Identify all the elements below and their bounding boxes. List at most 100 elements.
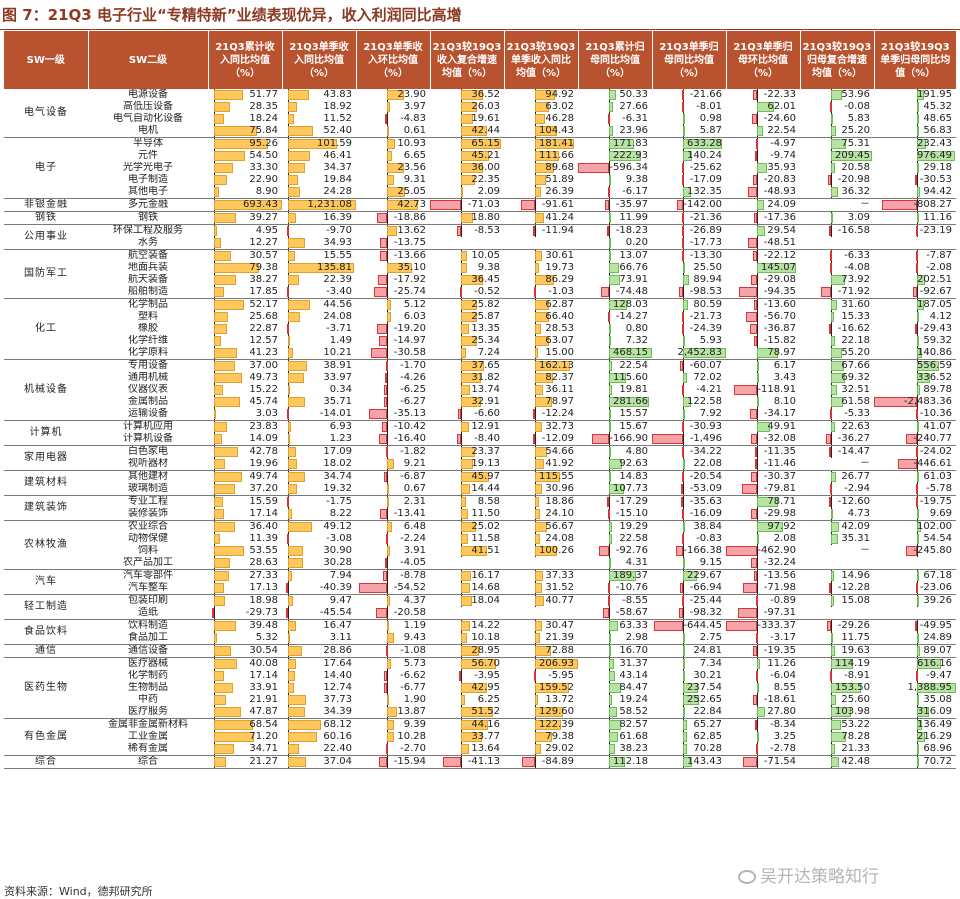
data-bar (457, 434, 462, 444)
value-cell: 21.27 (208, 755, 282, 769)
value-cell: 0.67 (356, 483, 430, 496)
value-text: -18.61 (763, 694, 796, 705)
data-bar (384, 114, 388, 124)
value-cell: 94.42 (874, 186, 956, 199)
data-bar (829, 671, 832, 681)
value-text: 103.98 (835, 706, 870, 717)
table-row: 建筑装饰 专业工程 15.59 -1.75 2.31 8.58 18.86 -17.29 -35… (4, 495, 956, 521)
data-bar (535, 90, 556, 100)
data-bar (287, 596, 293, 606)
value-text: 140.86 (917, 347, 952, 358)
value-text: -118.91 (757, 384, 796, 395)
value-cell: 3.11 (282, 632, 356, 645)
value-text: -16.40 (393, 433, 426, 444)
value-cell: 21.39 (504, 632, 578, 645)
data-bar (461, 459, 473, 469)
data-bar (377, 324, 388, 334)
data-bar (387, 659, 392, 669)
value-text: -166.38 (683, 545, 722, 556)
value-cell: 14.22 (430, 620, 504, 632)
value-cell: 2.75 (652, 632, 726, 645)
value-text: 693.43 (243, 199, 278, 210)
value-cell: 19.32 (282, 483, 356, 496)
value-text: -18.23 (615, 225, 648, 236)
data-bar (682, 238, 685, 248)
data-bar (373, 287, 388, 297)
value-cell: -32.08 (726, 433, 800, 446)
sw2-cell: 环保工程及服务 (113, 225, 183, 236)
data-bar (387, 151, 392, 161)
data-bar (287, 251, 296, 261)
value-text: 33.30 (249, 162, 278, 173)
value-cell: -4.97 (726, 138, 800, 150)
zero-line (683, 545, 685, 557)
value-cell: 24.81 (652, 644, 726, 658)
data-bar (287, 757, 306, 767)
data-bar (212, 608, 215, 618)
data-bar (757, 200, 764, 210)
zero-line (831, 446, 833, 458)
value-cell: 95.26 (208, 138, 282, 150)
data-bar (750, 434, 758, 444)
value-text: 18.86 (545, 496, 574, 507)
data-bar (756, 139, 759, 149)
value-text: -71.03 (467, 199, 500, 210)
value-text: -49.95 (919, 620, 952, 631)
value-cell: 10.93 (356, 138, 430, 150)
data-bar (915, 175, 918, 185)
value-text: 28.95 (471, 645, 500, 656)
zero-line (535, 225, 537, 237)
data-bar (682, 385, 685, 395)
data-bar (757, 263, 796, 273)
value-cell: 3.91 (356, 545, 430, 557)
data-bar (738, 608, 758, 618)
data-bar (368, 409, 388, 419)
data-bar (750, 558, 758, 568)
value-text: 1,388.95 (907, 682, 952, 693)
value-text: 171.83 (613, 138, 648, 149)
value-cell: 2.98 (578, 632, 652, 645)
data-bar (387, 126, 390, 136)
value-cell: 37.20 (208, 483, 282, 496)
value-text: -3.17 (770, 632, 796, 643)
value-text: -6.33 (844, 250, 870, 261)
data-bar (461, 720, 489, 730)
value-cell: -10.76 (578, 582, 652, 595)
data-bar (915, 484, 918, 494)
data-bar (387, 497, 390, 507)
data-bar (287, 200, 356, 210)
table-row: 食品加工 5.32 3.11 9.43 10.18 21.39 2.98 2.75 -3.17 1… (4, 632, 956, 645)
value-cell: 17.09 (282, 446, 356, 458)
value-text: -71.98 (763, 582, 796, 593)
value-text: 28.35 (249, 101, 278, 112)
value-text: 5.83 (847, 113, 870, 124)
value-cell: 61.58 (800, 396, 874, 408)
value-cell: -11.35 (726, 446, 800, 458)
value-cell: 25.05 (356, 186, 430, 199)
value-cell: 5.12 (356, 299, 430, 311)
table-row: 医药生物 医疗器械 40.08 17.64 5.73 56.70 206.93 31.37 7.… (4, 657, 956, 719)
value-cell: 316.09 (874, 706, 956, 719)
value-text: 54.54 (923, 533, 952, 544)
value-text: 28.53 (545, 323, 574, 334)
value-cell: -92.76 (578, 545, 652, 557)
data-bar (520, 200, 536, 210)
value-cell: -10.42 (356, 421, 430, 433)
sw1-cell: 电子 (4, 137, 88, 199)
value-text: 336.52 (917, 372, 952, 383)
value-cell: 9.21 (356, 458, 430, 471)
data-bar (757, 534, 760, 544)
data-bar (535, 324, 542, 334)
value-text: -4.97 (770, 138, 796, 149)
zero-line (757, 620, 759, 632)
zero-line (387, 670, 389, 682)
table-row: 钢铁 钢铁 39.27 16.39 -18.86 18.80 41.24 11.99 -21.3… (4, 211, 956, 225)
value-text: 53.55 (249, 545, 278, 556)
value-cell: 40.77 (504, 595, 578, 607)
zero-line (683, 607, 685, 619)
value-text: 15.22 (249, 384, 278, 395)
data-bar (380, 509, 388, 519)
value-cell (800, 557, 874, 570)
zero-line (387, 756, 389, 768)
value-text: 281.66 (613, 396, 648, 407)
